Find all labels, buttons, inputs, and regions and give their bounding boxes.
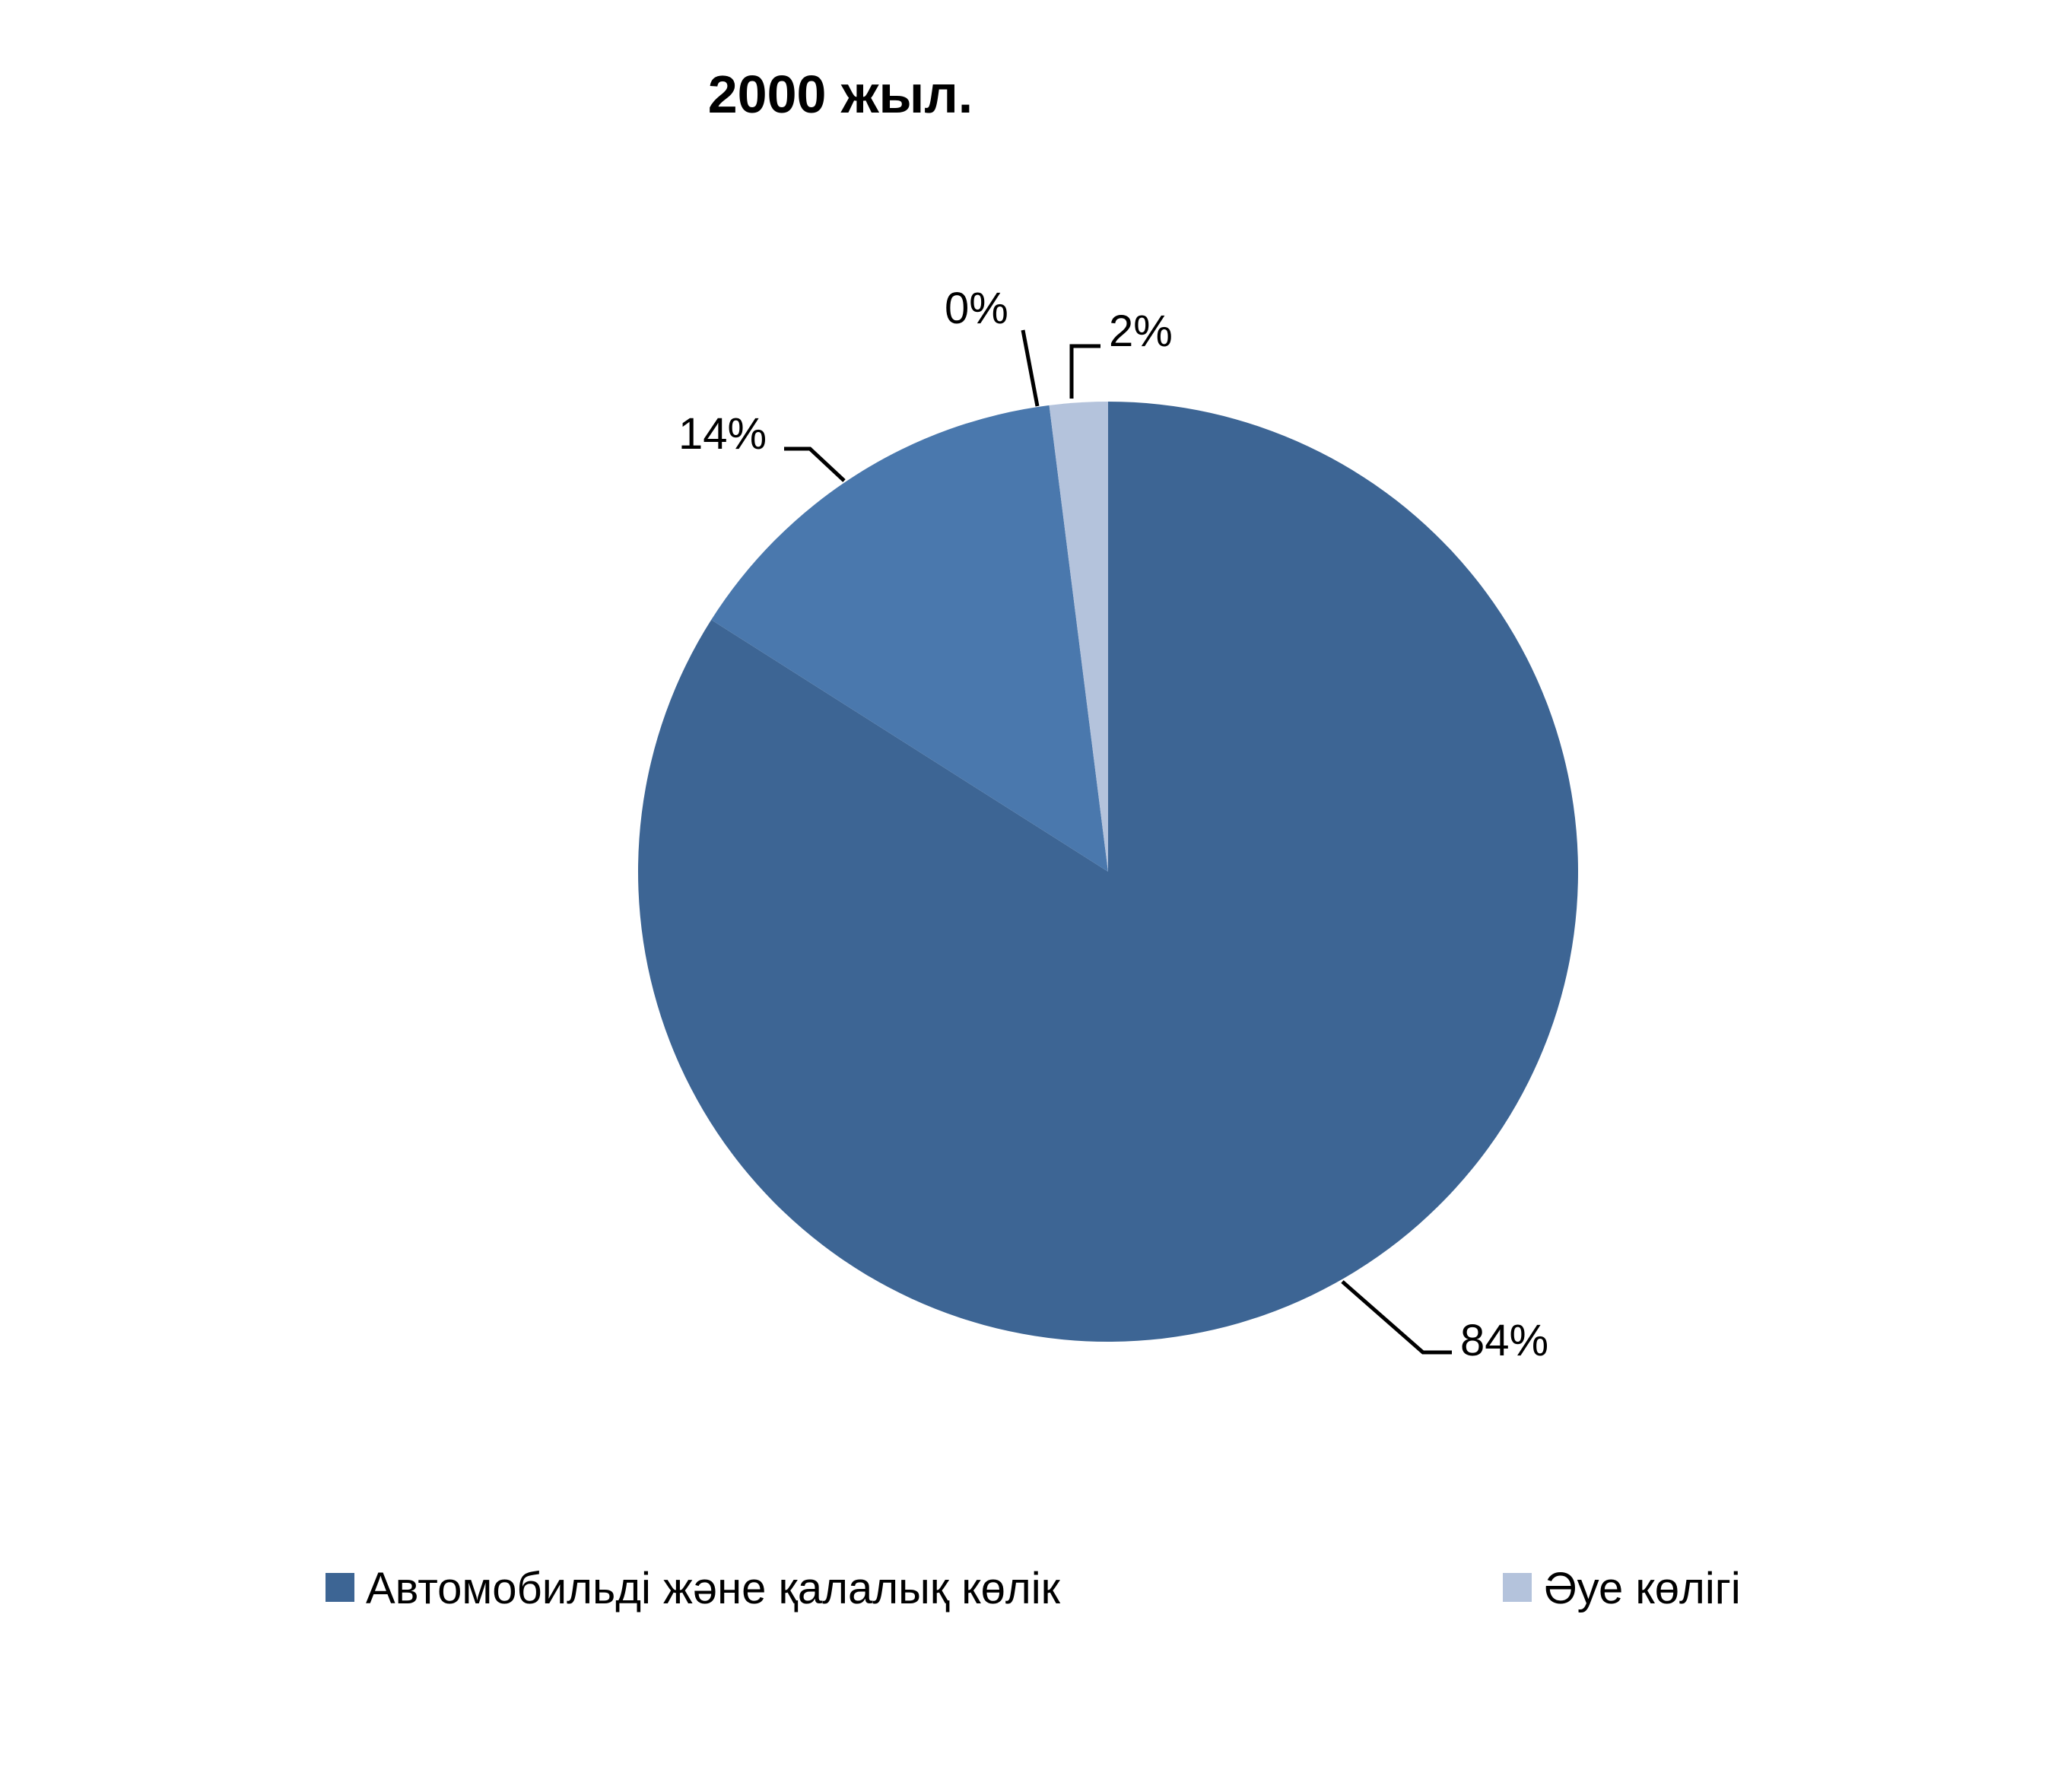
legend-label-0[interactable]: Автомобильді және қалалық көлік [366, 1564, 1061, 1613]
data-label-1: 14% [678, 409, 767, 459]
pie-slice-3 [1049, 402, 1108, 872]
pie-slice-1 [711, 405, 1108, 872]
data-label-2: 0% [945, 284, 1008, 333]
data-label-0: 84% [1460, 1316, 1548, 1365]
leader-line-0 [1341, 1280, 1452, 1355]
legend-label-3[interactable]: Әуе көлігі [1544, 1564, 1741, 1613]
data-label-3: 2% [1109, 307, 1173, 356]
chart-title: 2000 жыл. [708, 65, 973, 124]
legend-swatch-3 [1503, 1573, 1532, 1602]
leader-line-1 [784, 446, 846, 482]
leader-line-3 [1069, 344, 1100, 399]
leader-line-2 [1021, 329, 1040, 407]
legend-swatch-0 [326, 1573, 354, 1602]
